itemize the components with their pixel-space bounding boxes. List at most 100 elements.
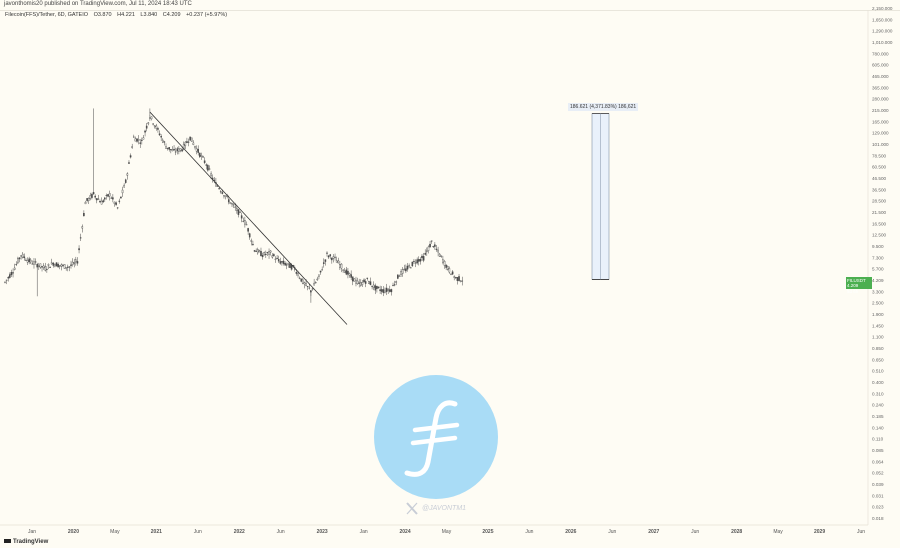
candle-body <box>223 195 225 197</box>
candle-body <box>13 267 16 270</box>
symbol-name[interactable]: Filecoin(FFS)/Tether, 6D, GATEIO <box>5 12 89 18</box>
x-tick-label: Jun <box>608 529 616 535</box>
y-axis-ticks: 2,150.000 1,650.000 1,290.000 1,010.000 780.… <box>872 6 893 521</box>
candle-body <box>411 261 414 267</box>
candle-body <box>5 279 8 281</box>
y-tick-label: 0.085 <box>872 448 884 453</box>
ohlc-high: H4.221 <box>117 12 135 18</box>
x-logo-icon <box>406 502 418 515</box>
candle-body <box>398 275 401 277</box>
tradingview-icon <box>4 539 11 544</box>
candle-body <box>287 262 290 265</box>
x-tick-label: Jan <box>360 529 368 535</box>
candle-body <box>195 148 198 152</box>
candle-body <box>242 220 245 222</box>
candle-body <box>28 258 30 263</box>
candle-body <box>57 264 59 268</box>
y-tick-label: 5.700 <box>872 267 884 272</box>
y-tick-label: 0.140 <box>872 425 884 430</box>
candle-body <box>60 264 63 267</box>
candle-body <box>123 184 125 188</box>
candle-body <box>247 228 249 232</box>
candle-body <box>440 255 443 257</box>
candle-body <box>314 282 317 284</box>
candle-body <box>297 273 299 276</box>
candle-body <box>224 195 227 197</box>
y-tick-label: 2,150.000 <box>872 6 893 11</box>
candle-body <box>104 197 106 200</box>
candle-body <box>319 270 322 273</box>
candle-body <box>461 280 464 282</box>
x-axis-ticks: Jan 2020 May 2021 Jun 2022 Jun 2023 Jan 2024 May 20… <box>28 529 865 535</box>
candle-body <box>421 255 423 259</box>
candle-body <box>453 276 455 278</box>
candle-body <box>345 269 348 275</box>
y-tick-label: 1.450 <box>872 323 884 328</box>
candle-body <box>229 202 232 204</box>
candle-body <box>351 276 354 282</box>
y-tick-label: 0.064 <box>872 459 884 464</box>
symbol-ohlc-legend: Filecoin(FFS)/Tether, 6D, GATEIO O3.870 … <box>5 12 231 18</box>
candle-body <box>413 260 415 262</box>
candle-body <box>54 264 56 267</box>
candle-body <box>422 256 425 261</box>
candle-body <box>265 253 267 255</box>
candle-body <box>374 285 377 291</box>
y-tick-label: 1,290.000 <box>872 29 893 34</box>
candle-body <box>361 282 364 285</box>
x-tick-label: Jun <box>691 529 699 535</box>
candle-body <box>158 133 161 136</box>
candle-body <box>443 261 446 266</box>
y-tick-label: 0.185 <box>872 414 884 419</box>
candle-body <box>339 264 341 268</box>
y-tick-label: 12.500 <box>872 233 886 238</box>
candle-body <box>100 200 103 205</box>
candle-body <box>144 130 146 133</box>
candle-body <box>261 255 264 258</box>
candle-body <box>437 249 439 253</box>
candle-body <box>263 252 266 256</box>
tradingview-logo[interactable]: TradingView <box>4 539 48 545</box>
candle-body <box>55 262 58 267</box>
candle-body <box>342 269 344 271</box>
price-badge-countdown: 5d 6h <box>847 288 859 294</box>
candle-body <box>95 198 98 201</box>
candle-body <box>58 265 61 267</box>
candle-body <box>126 173 129 176</box>
candle-body <box>179 148 182 151</box>
candle-body <box>232 204 235 206</box>
candle-body <box>372 284 375 288</box>
y-tick-label: 0.400 <box>872 380 884 385</box>
candle-body <box>429 243 431 248</box>
y-tick-label: 36.500 <box>872 187 886 192</box>
candle-body <box>397 274 399 279</box>
candle-body <box>385 287 388 292</box>
candle-body <box>63 264 66 269</box>
trendline[interactable] <box>149 111 348 325</box>
candle-body <box>284 263 286 266</box>
candle-body <box>70 264 72 266</box>
candle-body <box>329 254 332 257</box>
y-tick-label: 1,010.000 <box>872 40 893 45</box>
candle-body <box>46 268 48 271</box>
candle-body <box>313 282 315 286</box>
candle-body <box>300 278 303 282</box>
candle-body <box>366 277 369 279</box>
candle-body <box>137 139 140 141</box>
candle-body <box>190 137 193 142</box>
candle-body <box>131 146 133 149</box>
candle-body <box>360 282 362 286</box>
price-badge-price: 4.209 <box>847 283 859 288</box>
candle-body <box>403 268 406 270</box>
candle-body <box>87 198 90 201</box>
x-tick-label: May <box>110 529 120 535</box>
candle-body <box>115 202 117 205</box>
x-tick-label: Jun <box>857 529 865 535</box>
candle-body <box>134 138 137 142</box>
candle-body <box>414 262 417 264</box>
y-tick-label: 3.300 <box>872 289 884 294</box>
candle-body <box>44 266 47 271</box>
candle-body <box>245 224 248 226</box>
candle-body <box>353 278 356 282</box>
